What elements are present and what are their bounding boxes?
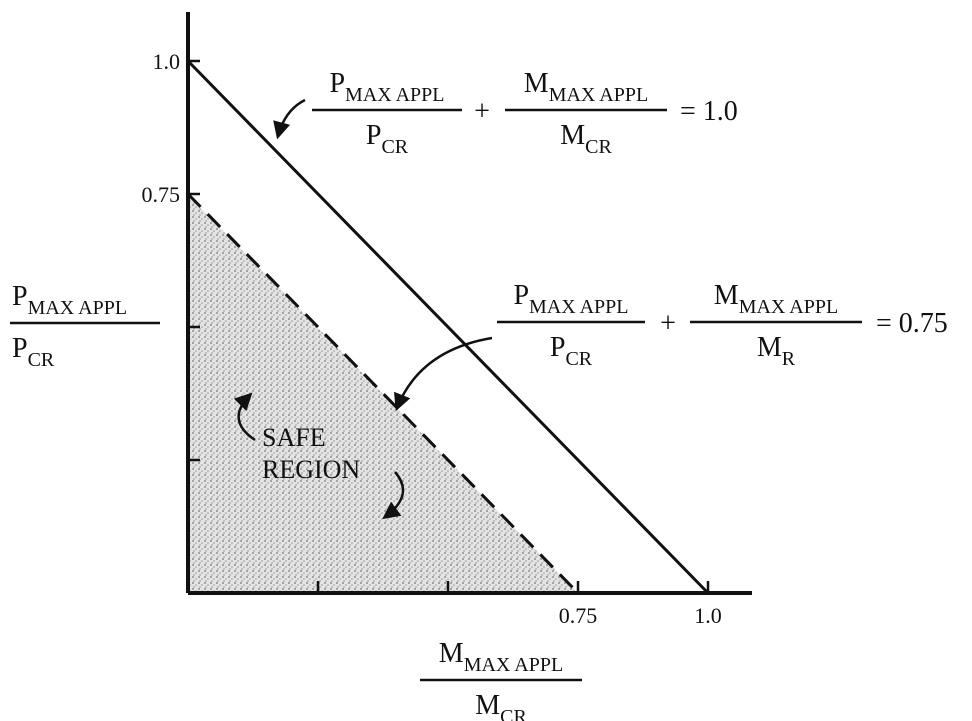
subscript: MAX APPL	[529, 296, 628, 318]
y-tick-label: 1.0	[153, 49, 181, 74]
subscript: R	[782, 348, 796, 370]
subscript: CR	[500, 706, 527, 721]
subscript: CR	[28, 349, 55, 371]
subscript: MAX APPL	[28, 297, 127, 319]
symbol: P	[12, 333, 28, 364]
subscript: MAX APPL	[739, 296, 838, 318]
symbol: M	[475, 690, 500, 721]
fraction-part: MCR	[475, 690, 527, 721]
fraction-part: PMAX APPL	[12, 281, 127, 319]
design-line	[186, 192, 580, 595]
symbol: P	[366, 120, 382, 151]
subscript: CR	[585, 136, 612, 158]
operator: +	[474, 96, 490, 127]
arrow	[394, 336, 493, 412]
fraction-part: MR	[757, 332, 796, 370]
limit-line	[186, 59, 710, 595]
arrow	[382, 471, 405, 520]
symbol: M	[524, 68, 549, 99]
subscript: CR	[565, 348, 592, 370]
subscript: MAX APPL	[549, 84, 648, 106]
operator: +	[660, 308, 676, 339]
equation-rhs: = 0.75	[876, 308, 948, 339]
fraction-part: PCR	[550, 332, 593, 370]
fraction-part: PCR	[12, 333, 55, 371]
symbol: M	[439, 638, 464, 669]
fraction-part: PMAX APPL	[513, 280, 628, 318]
symbol: M	[757, 332, 782, 363]
subscript: MAX APPL	[464, 654, 563, 676]
equation-rhs: = 1.0	[680, 96, 738, 127]
arrow	[233, 392, 256, 442]
fraction-part: PMAX APPL	[329, 68, 444, 106]
fraction-part: MMAX APPL	[524, 68, 648, 106]
region-label: REGION	[262, 455, 360, 484]
fraction-part: MMAX APPL	[714, 280, 838, 318]
fraction-part: MMAX APPL	[439, 638, 563, 676]
symbol: P	[513, 280, 529, 311]
fraction-part: MCR	[560, 120, 612, 158]
subscript: CR	[381, 136, 408, 158]
fraction-part: PCR	[366, 120, 409, 158]
x-tick-label: 1.0	[694, 603, 722, 628]
symbol: M	[560, 120, 585, 151]
x-tick-label: 0.75	[559, 603, 598, 628]
y-tick-label: 0.75	[142, 182, 181, 207]
symbol: P	[12, 281, 28, 312]
symbol: P	[329, 68, 345, 99]
subscript: MAX APPL	[345, 84, 444, 106]
region-label: SAFE	[262, 423, 326, 452]
symbol: P	[550, 332, 566, 363]
symbol: M	[714, 280, 739, 311]
arrow	[273, 98, 306, 140]
